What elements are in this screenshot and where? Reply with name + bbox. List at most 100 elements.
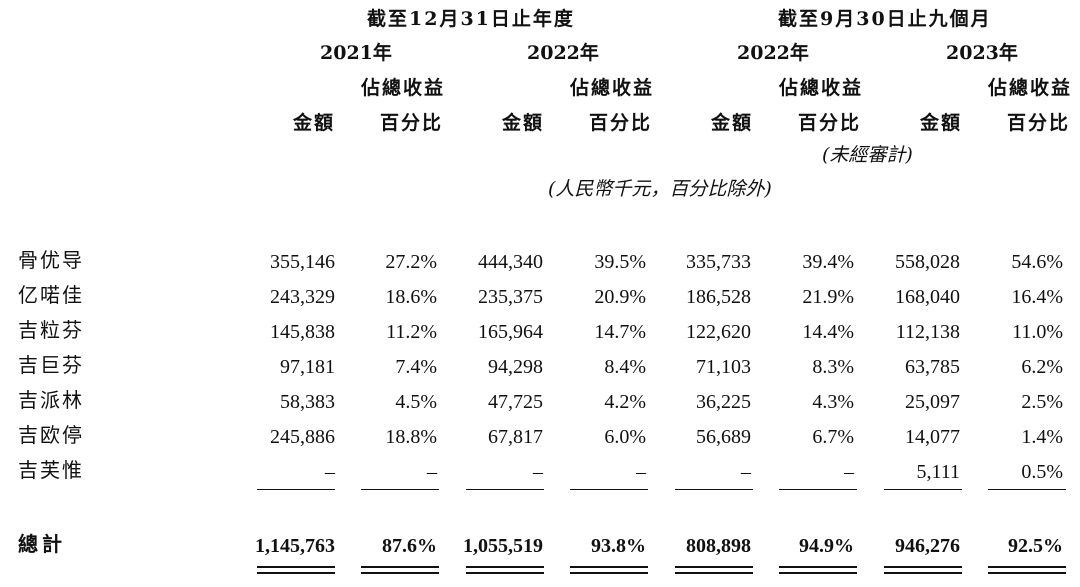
cell-amount-9m-2022: 335,733 — [686, 251, 751, 273]
cell-pct-9m-2023: 11.0% — [1012, 321, 1063, 343]
total-double-rule — [779, 566, 857, 574]
cell-pct-9m-2022: 4.3% — [812, 391, 854, 413]
cell-amount-2022: – — [533, 461, 543, 483]
cell-amount-9m-2023: 25,097 — [905, 391, 960, 413]
cell-amount-9m-2023: 5,111 — [916, 461, 960, 483]
subtotal-rule — [257, 489, 335, 490]
cell-pct-2022: 39.5% — [594, 251, 646, 273]
row-label: 吉芙惟 — [18, 458, 84, 482]
cell-pct-2022: 14.7% — [594, 321, 646, 343]
total-amount-9m-2022: 808,898 — [686, 535, 751, 557]
row-label: 骨优导 — [18, 248, 84, 272]
cell-amount-9m-2023: 112,138 — [895, 321, 960, 343]
cell-amount-2022: 444,340 — [478, 251, 543, 273]
cell-pct-2022: 20.9% — [594, 286, 646, 308]
subtotal-rule — [675, 489, 753, 490]
col-amount-header: 金額 — [711, 112, 754, 134]
period-header-nine-months: 截至9月30日止九個月 — [778, 8, 992, 30]
subtotal-rule — [988, 489, 1066, 490]
cell-amount-2021: 97,181 — [280, 356, 335, 378]
cell-amount-9m-2023: 558,028 — [895, 251, 960, 273]
total-double-rule — [570, 566, 648, 574]
cell-amount-9m-2023: 14,077 — [905, 426, 960, 448]
total-pct-9m-2023: 92.5% — [1008, 535, 1063, 557]
total-pct-2021: 87.6% — [382, 535, 437, 557]
total-label: 總計 — [18, 532, 66, 556]
row-label: 吉巨芬 — [18, 353, 84, 377]
cell-amount-2022: 67,817 — [488, 426, 543, 448]
total-double-rule — [988, 566, 1066, 574]
col-pct-header-line2: 百分比 — [589, 112, 653, 134]
cell-pct-2021: 18.8% — [385, 426, 437, 448]
total-pct-2022: 93.8% — [591, 535, 646, 557]
cell-amount-9m-2022: 122,620 — [686, 321, 751, 343]
subtotal-rule — [466, 489, 544, 490]
cell-pct-9m-2023: 1.4% — [1021, 426, 1063, 448]
row-label: 吉粒芬 — [18, 318, 84, 342]
col-pct-header-line1: 佔總收益 — [361, 77, 446, 99]
cell-pct-2022: 4.2% — [604, 391, 646, 413]
year-header-2023: 2023年 — [946, 42, 1018, 64]
subtotal-rule — [570, 489, 648, 490]
cell-amount-2021: 243,329 — [270, 286, 335, 308]
subtotal-rule — [779, 489, 857, 490]
row-label: 吉欧停 — [18, 423, 84, 447]
col-pct-header-line2: 百分比 — [380, 112, 444, 134]
cell-pct-2021: 4.5% — [395, 391, 437, 413]
cell-amount-9m-2022: 56,689 — [696, 426, 751, 448]
total-double-rule — [466, 566, 544, 574]
cell-amount-9m-2022: 71,103 — [696, 356, 751, 378]
unit-note: (人民幣千元，百分比除外) — [548, 178, 772, 200]
cell-pct-9m-2022: 21.9% — [802, 286, 854, 308]
cell-amount-9m-2022: 36,225 — [696, 391, 751, 413]
cell-amount-2022: 165,964 — [478, 321, 543, 343]
cell-pct-9m-2022: 8.3% — [812, 356, 854, 378]
period-header-year-ended: 截至12月31日止年度 — [367, 8, 575, 30]
col-pct-header-line1: 佔總收益 — [570, 77, 655, 99]
cell-pct-9m-2023: 16.4% — [1011, 286, 1063, 308]
cell-pct-2021: 27.2% — [385, 251, 437, 273]
col-pct-header-line1: 佔總收益 — [779, 77, 864, 99]
cell-amount-9m-2022: 186,528 — [686, 286, 751, 308]
cell-amount-2021: 355,146 — [270, 251, 335, 273]
cell-pct-9m-2023: 54.6% — [1011, 251, 1063, 273]
cell-pct-9m-2022: 14.4% — [802, 321, 854, 343]
subtotal-rule — [884, 489, 962, 490]
cell-amount-9m-2022: – — [741, 461, 751, 483]
cell-pct-2021: 18.6% — [385, 286, 437, 308]
cell-pct-9m-2023: 0.5% — [1021, 461, 1063, 483]
cell-amount-9m-2023: 63,785 — [905, 356, 960, 378]
total-double-rule — [257, 566, 335, 574]
cell-pct-9m-2022: 39.4% — [802, 251, 854, 273]
cell-pct-9m-2023: 2.5% — [1021, 391, 1063, 413]
cell-pct-2021: – — [427, 461, 437, 483]
total-amount-9m-2023: 946,276 — [895, 535, 960, 557]
total-double-rule — [361, 566, 439, 574]
total-pct-9m-2022: 94.9% — [799, 535, 854, 557]
col-amount-header: 金額 — [920, 112, 963, 134]
cell-pct-2022: 8.4% — [604, 356, 646, 378]
col-pct-header-line2: 百分比 — [1007, 112, 1071, 134]
col-amount-header: 金額 — [293, 112, 336, 134]
cell-pct-2021: 7.4% — [395, 356, 437, 378]
year-header-2022: 2022年 — [527, 42, 599, 64]
cell-amount-2021: 245,886 — [270, 426, 335, 448]
cell-pct-2021: 11.2% — [386, 321, 437, 343]
year-header-2021: 2021年 — [320, 42, 392, 64]
cell-pct-9m-2023: 6.2% — [1021, 356, 1063, 378]
cell-amount-9m-2023: 168,040 — [895, 286, 960, 308]
col-amount-header: 金額 — [502, 112, 545, 134]
cell-pct-9m-2022: – — [844, 461, 854, 483]
col-pct-header-line1: 佔總收益 — [988, 77, 1073, 99]
subtotal-rule — [361, 489, 439, 490]
cell-pct-9m-2022: 6.7% — [812, 426, 854, 448]
cell-amount-2021: 58,383 — [280, 391, 335, 413]
cell-amount-2022: 94,298 — [488, 356, 543, 378]
row-label: 亿喏佳 — [18, 283, 84, 307]
total-double-rule — [675, 566, 753, 574]
cell-amount-2022: 47,725 — [488, 391, 543, 413]
row-label: 吉派林 — [18, 388, 84, 412]
cell-pct-2022: 6.0% — [604, 426, 646, 448]
cell-amount-2021: – — [325, 461, 335, 483]
unaudited-note: (未經審計) — [822, 144, 913, 166]
